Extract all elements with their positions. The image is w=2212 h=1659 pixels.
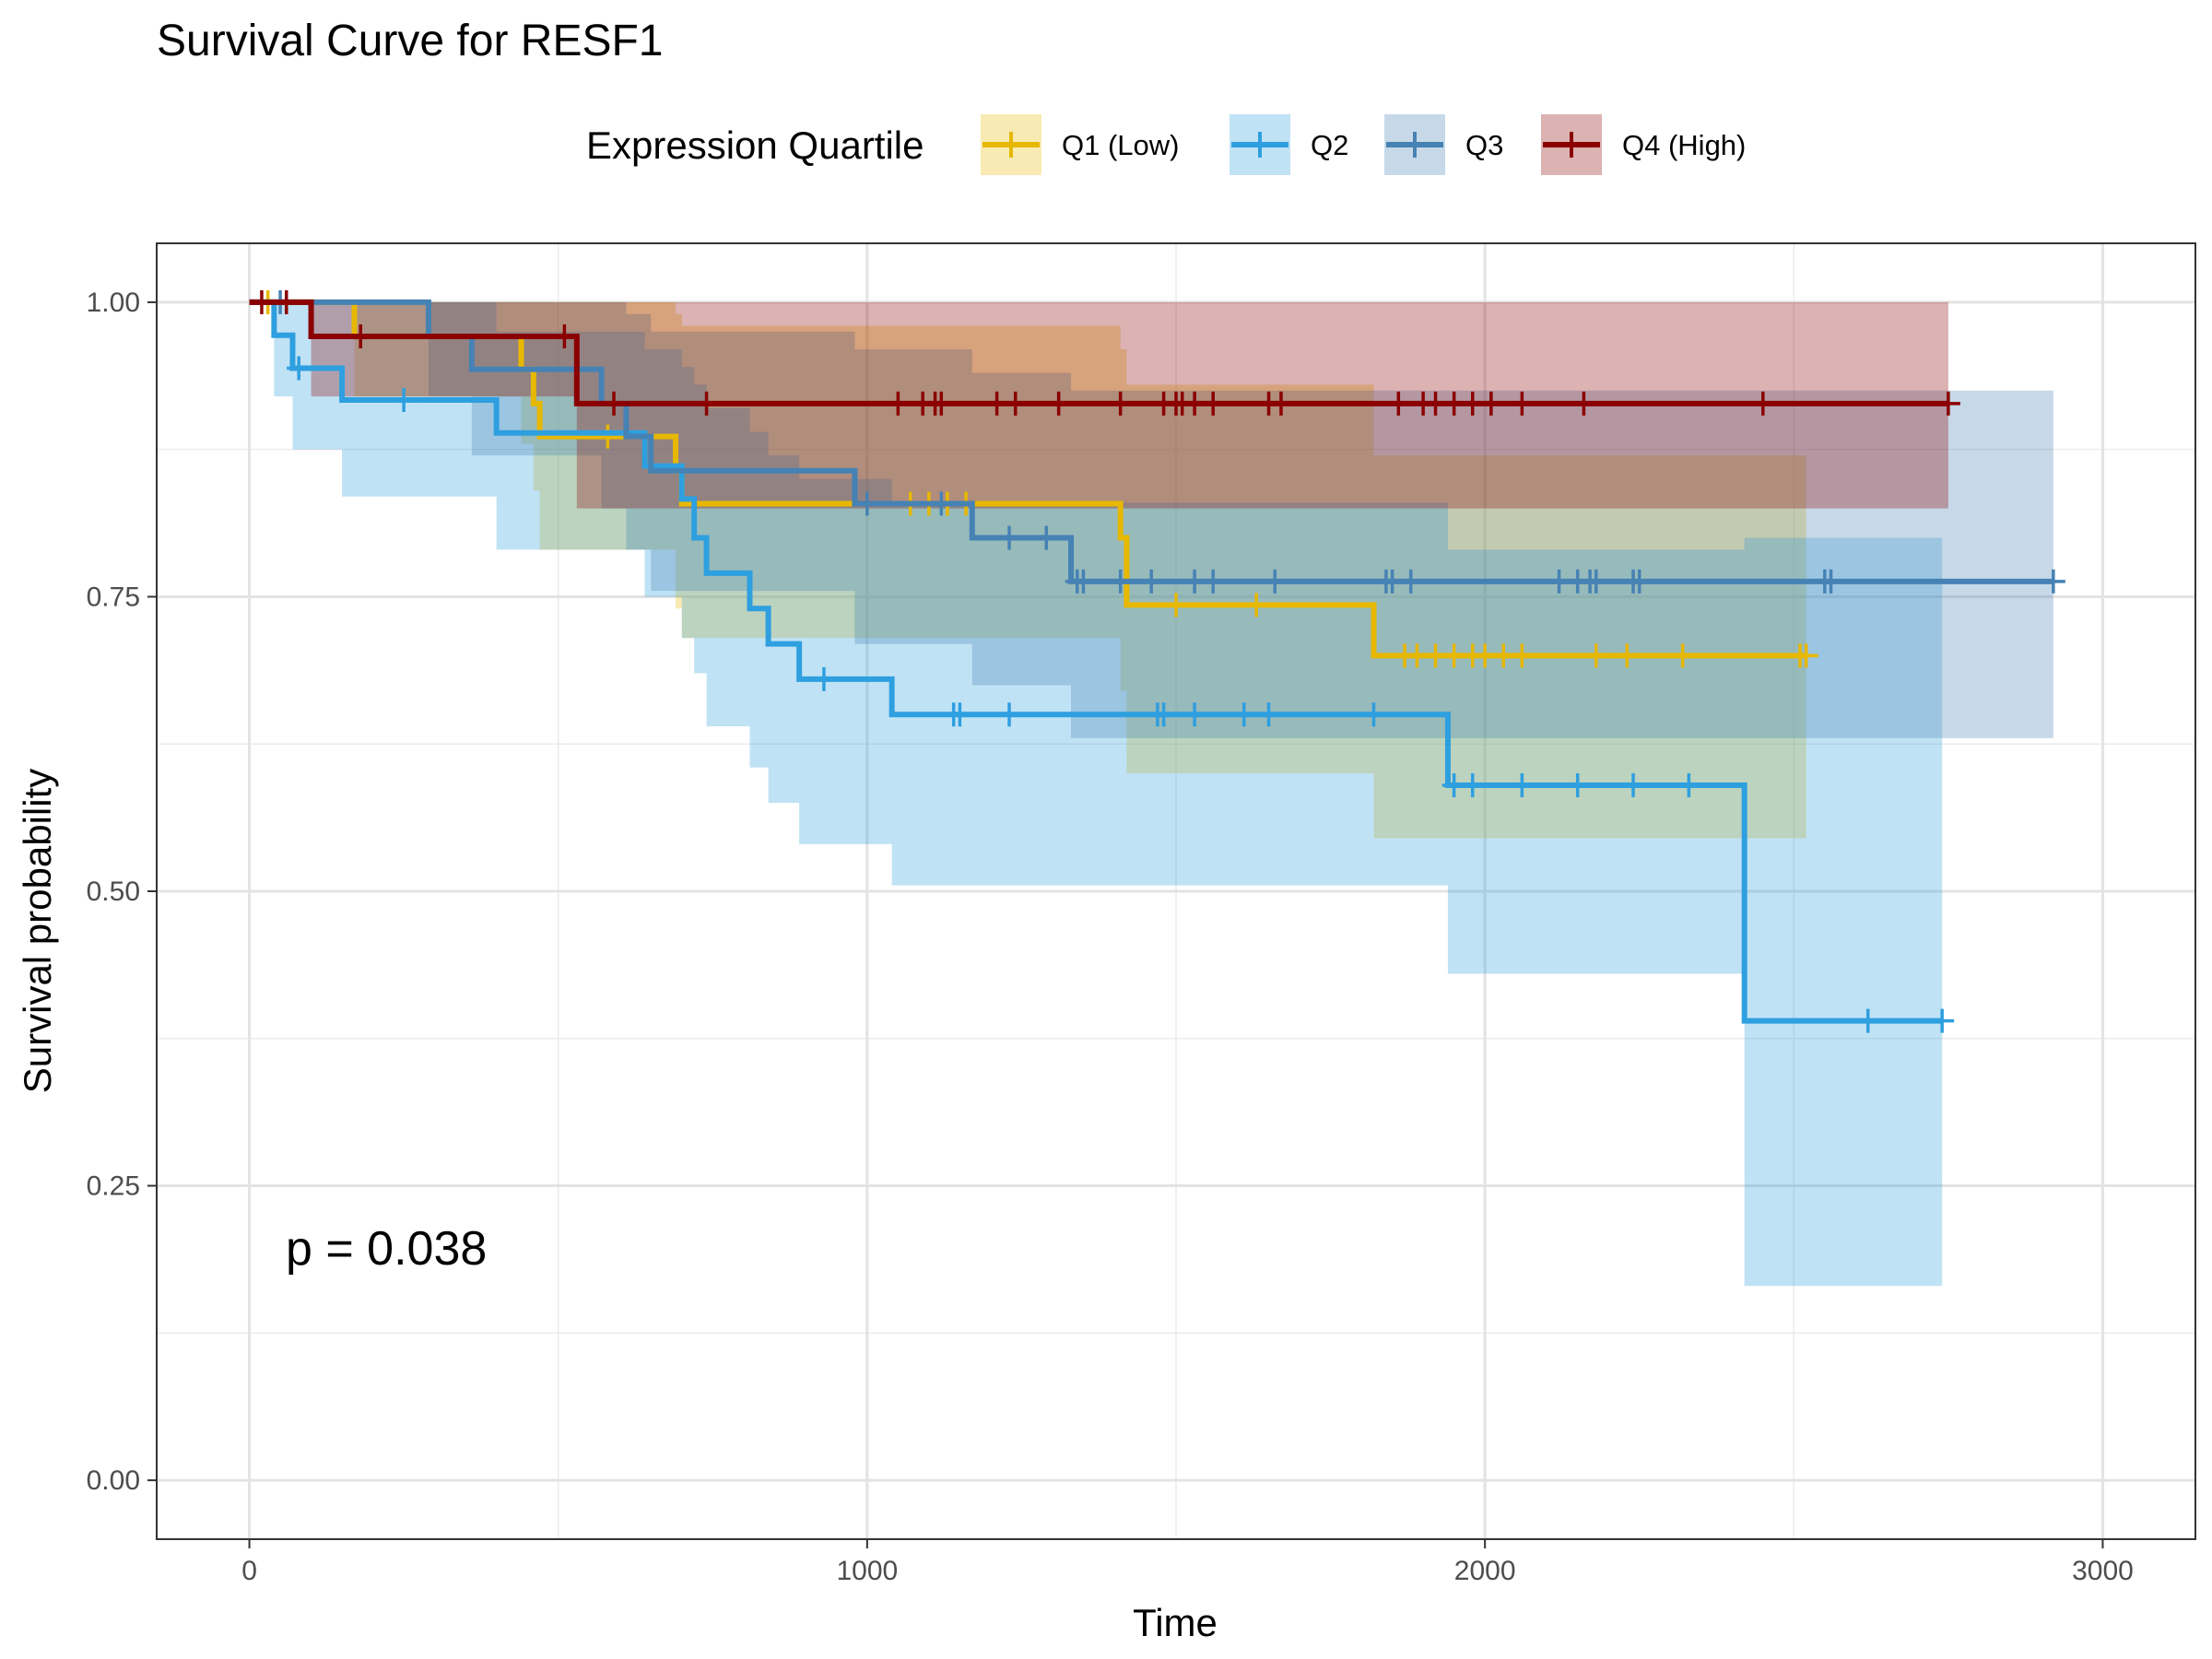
censor-mark xyxy=(602,391,627,416)
censor-mark xyxy=(392,387,417,412)
censor-mark xyxy=(2041,569,2065,594)
censor-mark xyxy=(552,324,577,348)
censor-mark xyxy=(1139,569,1164,594)
legend-item-4: Q4 (High) xyxy=(1541,114,1746,175)
y-tick-label: 1.00 xyxy=(87,288,140,318)
censor-mark xyxy=(929,491,954,516)
censor-mark xyxy=(1583,643,1608,668)
censor-mark xyxy=(1256,702,1281,727)
censor-mark xyxy=(1071,569,1096,594)
censor-mark xyxy=(1386,391,1411,416)
censor-mark xyxy=(1794,643,1818,668)
censor-mark xyxy=(997,525,1022,550)
censor-mark xyxy=(1231,702,1256,727)
censor-mark xyxy=(1565,772,1590,797)
p-value-annotation: p = 0.038 xyxy=(286,1222,487,1276)
censor-mark xyxy=(1510,643,1535,668)
survival-curve-2 xyxy=(249,299,1943,1024)
censor-mark xyxy=(1818,569,1843,594)
legend-label: Q2 xyxy=(1311,129,1348,161)
legend-item-1: Q1 (Low) xyxy=(981,114,1179,175)
censor-mark xyxy=(947,702,972,727)
confidence-band-2 xyxy=(249,301,1943,1287)
legend-label: Q4 (High) xyxy=(1622,129,1746,161)
legend-label: Q1 (Low) xyxy=(1062,129,1179,161)
censor-mark xyxy=(1263,569,1288,594)
legend: Expression Quartile Q1 (Low) Q2 Q3 Q4 (High… xyxy=(586,114,1746,175)
censor-mark xyxy=(1244,593,1269,618)
plot-area: 0 1000 2000 3000 0.00 0.25 0.50 0.75 1.00 xyxy=(87,242,2196,1586)
confidence-band-3 xyxy=(249,301,2053,738)
censor-mark xyxy=(997,702,1022,727)
censor-mark xyxy=(1478,391,1503,416)
axes: 0 1000 2000 3000 0.00 0.25 0.50 0.75 1.00 xyxy=(87,288,2134,1586)
x-tick-label: 2000 xyxy=(1454,1556,1516,1586)
series-4 xyxy=(249,289,1960,416)
censor-mark xyxy=(274,289,299,314)
censor-mark xyxy=(348,324,373,348)
censor-mark xyxy=(1003,391,1028,416)
legend-title: Expression Quartile xyxy=(586,124,924,167)
censor-mark xyxy=(1510,772,1535,797)
y-axis-label: Survival probability xyxy=(16,769,59,1094)
censor-mark xyxy=(1398,569,1423,594)
censor-mark xyxy=(854,491,879,516)
censor-mark xyxy=(811,666,836,691)
censor-mark xyxy=(1615,643,1640,668)
y-tick-label: 0.25 xyxy=(87,1171,140,1202)
censor-mark xyxy=(1164,593,1188,618)
chart-title: Survival Curve for RESF1 xyxy=(157,17,664,65)
censor-mark xyxy=(1930,1008,1955,1033)
censor-mark xyxy=(1201,569,1226,594)
censor-mark xyxy=(1621,772,1646,797)
survival-curve-4 xyxy=(249,299,1948,406)
censor-mark xyxy=(886,391,911,416)
censor-mark xyxy=(1034,525,1059,550)
censor-mark xyxy=(249,289,274,314)
censor-mark xyxy=(929,391,954,416)
censor-mark xyxy=(1670,643,1695,668)
censor-mark xyxy=(1677,772,1701,797)
censor-mark xyxy=(595,424,620,449)
x-axis-label: Time xyxy=(1133,1601,1218,1644)
y-tick-label: 0.00 xyxy=(87,1465,140,1496)
censor-mark xyxy=(1268,391,1293,416)
legend-label: Q3 xyxy=(1465,129,1503,161)
censor-mark xyxy=(1936,391,1960,416)
x-tick-label: 1000 xyxy=(836,1556,898,1586)
censor-mark xyxy=(287,356,312,381)
censor-mark xyxy=(1855,1008,1880,1033)
x-tick-label: 3000 xyxy=(2072,1556,2134,1586)
x-tick-label: 0 xyxy=(241,1556,257,1586)
censor-mark xyxy=(1201,391,1226,416)
censor-mark xyxy=(1046,391,1071,416)
series-2 xyxy=(249,299,1955,1033)
legend-item-2: Q2 xyxy=(1230,114,1348,175)
censor-mark xyxy=(1151,702,1176,727)
censor-mark xyxy=(1361,702,1386,727)
censor-mark xyxy=(694,391,719,416)
censor-mark xyxy=(1108,391,1133,416)
y-tick-label: 0.50 xyxy=(87,877,140,907)
censor-mark xyxy=(1583,569,1608,594)
censor-mark xyxy=(1571,391,1596,416)
censor-mark xyxy=(1627,569,1652,594)
censor-mark xyxy=(1182,702,1207,727)
censor-mark xyxy=(1460,772,1485,797)
censor-mark xyxy=(1108,569,1133,594)
censor-mark xyxy=(1510,391,1535,416)
grid xyxy=(157,243,2195,1539)
legend-item-3: Q3 xyxy=(1384,114,1503,175)
y-tick-label: 0.75 xyxy=(87,582,140,612)
censor-mark xyxy=(1750,391,1775,416)
